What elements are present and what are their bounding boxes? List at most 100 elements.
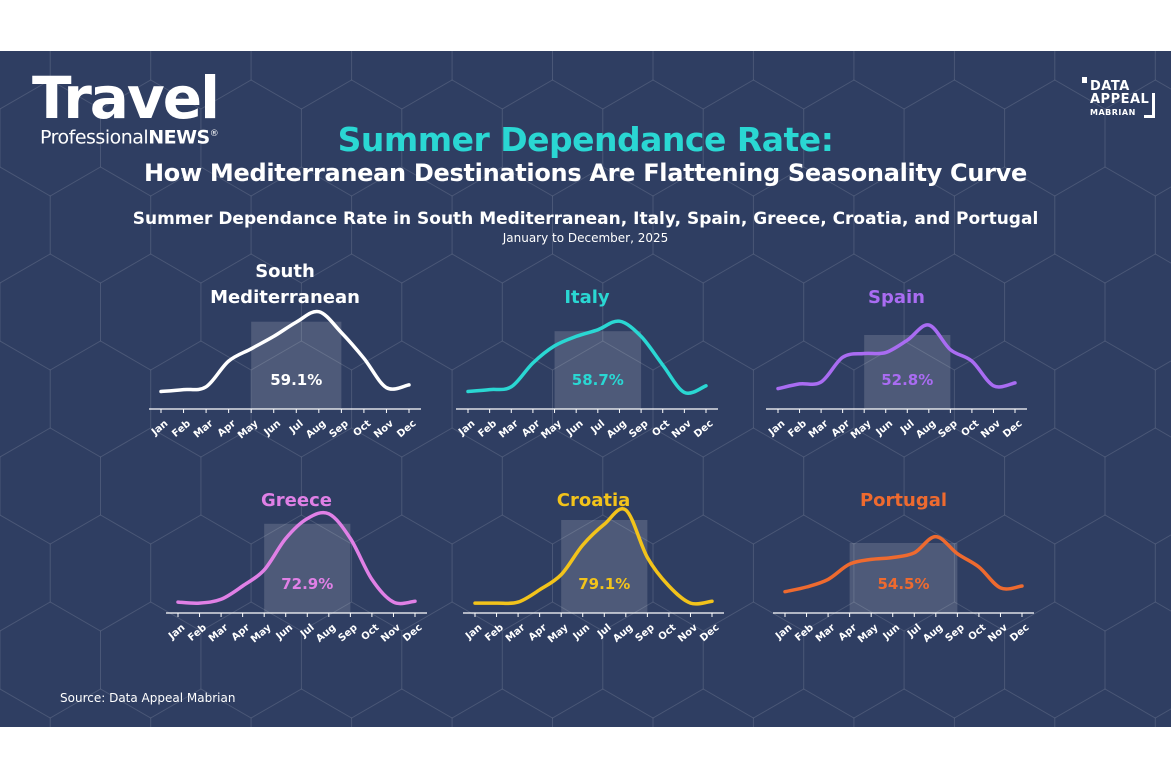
chart-title: Summer Dependance Rate in South Mediterr… <box>132 209 1039 229</box>
hexagon-shape <box>652 166 754 284</box>
hexagon-shape <box>953 514 1056 632</box>
x-tick-label: Jan <box>463 622 484 642</box>
series-line <box>783 534 1024 594</box>
hexagon-shape <box>100 427 202 545</box>
x-tick-label: Jun <box>874 418 896 439</box>
x-tick-label: Jun <box>564 418 586 439</box>
x-tick-label: Dec <box>698 622 721 644</box>
summer-dependance-rate-label: 79.1% <box>578 575 630 593</box>
hexagon-shape <box>100 79 202 197</box>
hexagon-shape <box>0 340 51 458</box>
hexagon-shape <box>49 688 152 727</box>
hexagon-shape <box>501 253 604 371</box>
hexagon-shape <box>752 166 855 284</box>
hexagon-shape <box>401 253 503 371</box>
hexagon-shape <box>300 79 403 197</box>
hexagon-shape <box>652 514 754 632</box>
hexagon-shape <box>752 688 855 727</box>
page-title: Summer Dependance Rate: <box>337 120 834 159</box>
professional-news-logo: ProfessionalNEWS® <box>40 126 219 149</box>
hexagon-shape <box>1154 534 1171 612</box>
x-tick-label: Mar <box>504 622 528 644</box>
x-tick-label: May <box>236 418 261 441</box>
hexagon-shape <box>0 427 101 545</box>
summer-dependance-rate-label: 72.9% <box>281 575 333 593</box>
hexagon-shape <box>150 166 252 284</box>
x-tick-label: Nov <box>986 622 1010 645</box>
hexagon-shape <box>250 340 353 458</box>
summer-dependance-rate-label: 58.7% <box>572 371 624 389</box>
hexagon-shape <box>853 166 955 284</box>
x-tick-label: Apr <box>230 622 252 643</box>
hexagon-shape <box>803 427 905 545</box>
summer-band <box>264 523 351 613</box>
hexagon-shape <box>351 340 453 458</box>
hexagon-shape <box>1104 427 1171 545</box>
hexagon-shape <box>1104 253 1171 371</box>
x-tick-label: Nov <box>372 418 396 441</box>
hexagon-shape <box>0 166 51 284</box>
travel-logo: Travel <box>32 64 220 132</box>
x-tick-label: Jul <box>298 622 317 640</box>
hexagon-shape <box>351 688 453 727</box>
hexagon-shape <box>953 51 1056 110</box>
hexagon-shape <box>1054 166 1156 284</box>
data-appeal-mabrian-logo: DATA APPEAL MABRIAN <box>1082 77 1164 121</box>
hexagon-shape <box>451 51 553 110</box>
x-tick-label: Feb <box>786 418 809 440</box>
hexagon-shape <box>351 166 453 284</box>
x-tick-label: Jul <box>287 418 306 436</box>
x-tick-label: Sep <box>944 622 967 644</box>
hexagon-shape <box>953 166 1056 284</box>
x-tick-label: Feb <box>186 622 209 644</box>
x-tick-label: Jun <box>881 622 903 643</box>
hexagon-shape <box>552 688 654 727</box>
hexagon-shape <box>853 688 955 727</box>
chart-title-text: Italy <box>564 287 610 308</box>
summer-dependance-rate-label: 54.5% <box>877 575 929 593</box>
x-tick-label: Feb <box>793 622 816 644</box>
hexagon-shape <box>702 427 805 545</box>
hexagon-shape <box>150 340 252 458</box>
hexagon-shape <box>702 253 805 371</box>
hexagon-shape <box>702 601 805 719</box>
hexagon-shape <box>0 253 101 371</box>
hexagon-shape <box>752 340 855 458</box>
hexagon-shape <box>200 79 302 197</box>
x-tick-label: Apr <box>527 622 549 643</box>
x-tick-label: May <box>849 418 874 441</box>
hexagon-shape <box>552 166 654 284</box>
x-tick-label: Dec <box>395 418 418 440</box>
hexagon-shape <box>752 514 855 632</box>
hexagon-shape <box>1004 253 1106 371</box>
x-tick-label: Mar <box>814 622 838 644</box>
series-line <box>473 507 714 606</box>
hexagon-shape <box>49 166 152 284</box>
x-tick-label: Sep <box>634 622 657 644</box>
x-tick-label: Aug <box>314 622 338 645</box>
hexagon-shape <box>552 514 654 632</box>
hexagon-shape <box>351 51 453 110</box>
hexagon-shape <box>200 253 302 371</box>
x-tick-label: Nov <box>676 622 700 645</box>
hexagon-shape <box>1154 360 1171 438</box>
infographic-panel: Travel ProfessionalNEWS® DATA APPEAL MAB… <box>0 51 1171 727</box>
x-tick-label: Aug <box>304 418 328 441</box>
hexagon-shape <box>451 340 553 458</box>
hexagon-shape <box>150 51 252 110</box>
hexagon-shape <box>1054 340 1156 458</box>
hexagon-shape <box>903 79 1006 197</box>
x-tick-label: Mar <box>497 418 521 440</box>
hexagon-shape <box>300 427 403 545</box>
hexagon-shape <box>1054 51 1156 110</box>
hexagon-shape <box>49 514 152 632</box>
x-tick-label: Nov <box>979 418 1003 441</box>
summer-band <box>554 331 642 409</box>
x-tick-label: May <box>539 418 564 441</box>
x-tick-label: Aug <box>611 622 635 645</box>
x-tick-label: Oct <box>352 418 374 439</box>
x-tick-label: Apr <box>830 418 852 439</box>
